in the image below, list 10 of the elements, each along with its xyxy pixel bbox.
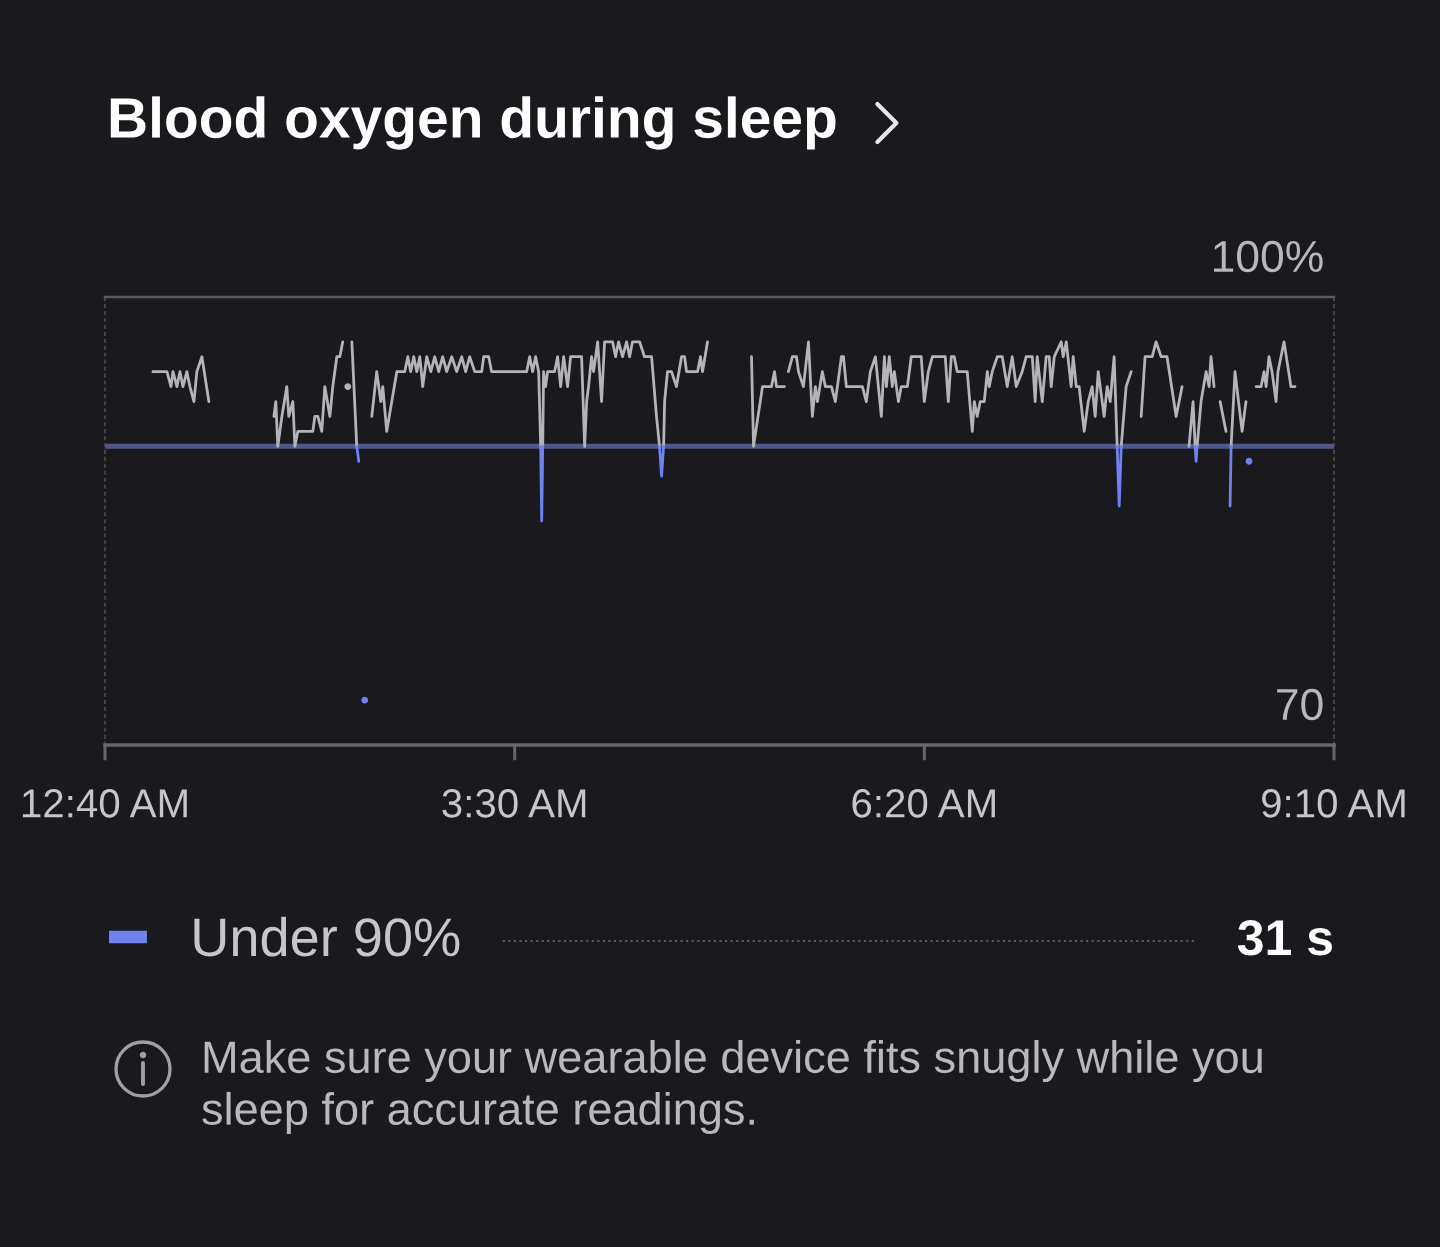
chart-title: Blood oxygen during sleep: [110, 96, 836, 150]
text: 31 s: [1237, 920, 1332, 956]
x-tick-label: 9:10 AM: [1262, 789, 1405, 818]
x-tick-label: 6:20 AM: [852, 789, 995, 818]
y-tick-label: 70: [1277, 688, 1323, 721]
legend-label: Under 90%: [194, 916, 460, 957]
y-tick-label: 100%: [1214, 240, 1323, 273]
x-tick-label: 3:30 AM: [442, 789, 586, 818]
text: Make sure your wearable device fits snugly while you sleep for accurate readings.: [202, 1040, 1262, 1134]
x-tick-label: 12:40 AM: [22, 789, 187, 818]
